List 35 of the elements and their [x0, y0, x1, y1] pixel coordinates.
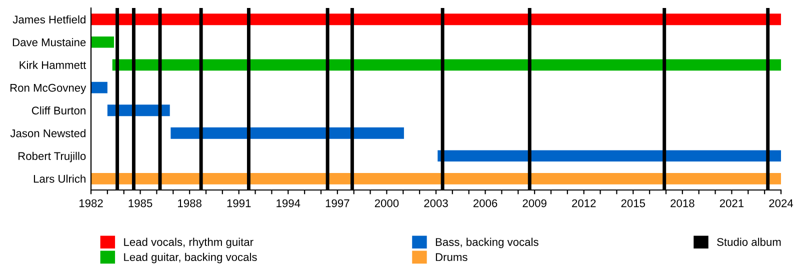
- bar: [170, 127, 404, 139]
- x-tick-label: 2018: [670, 199, 694, 208]
- x-tick-label: 1982: [79, 199, 103, 208]
- x-tick-label: 1994: [276, 199, 300, 208]
- y-tick-label: Kirk Hammett: [20, 60, 86, 70]
- bar: [91, 172, 781, 184]
- x-tick-label: 1997: [326, 199, 350, 208]
- x-tick-label: 2006: [473, 199, 498, 208]
- legend-label: Drums: [436, 253, 468, 262]
- x-tick-label: 2003: [424, 199, 448, 208]
- x-tick-label: 2021: [720, 199, 744, 208]
- x-tick-label: 2015: [621, 199, 646, 208]
- x-tick-label: 1991: [227, 199, 251, 208]
- x-tick-label: 2000: [374, 199, 399, 208]
- y-tick-label: James Hetfield: [12, 15, 86, 24]
- x-tick-label: 1985: [128, 199, 152, 208]
- bar: [438, 150, 781, 162]
- y-tick-label: Cliff Burton: [32, 106, 86, 115]
- y-tick-label: Dave Mustaine: [12, 38, 86, 46]
- bar: [91, 82, 108, 94]
- legend-label: Lead guitar, backing vocals: [124, 252, 257, 264]
- legend-label: Lead vocals, rhythm guitar: [124, 238, 254, 248]
- legend-label: Bass, backing vocals: [436, 238, 538, 248]
- y-tick-label: Ron McGovney: [10, 84, 86, 94]
- x-tick-label: 1988: [178, 199, 202, 208]
- x-tick-label: 2012: [572, 199, 596, 208]
- bar: [112, 59, 781, 71]
- legend-label: Studio album: [717, 238, 781, 246]
- x-tick-label: 2009: [522, 199, 546, 208]
- y-tick-label: Robert Trujillo: [18, 152, 86, 162]
- y-tick-label: Jason Newsted: [10, 129, 86, 138]
- bar: [91, 14, 781, 26]
- x-tick-label: 2024: [769, 199, 794, 208]
- bar: [91, 36, 114, 48]
- y-tick-label: Lars Ulrich: [34, 174, 86, 183]
